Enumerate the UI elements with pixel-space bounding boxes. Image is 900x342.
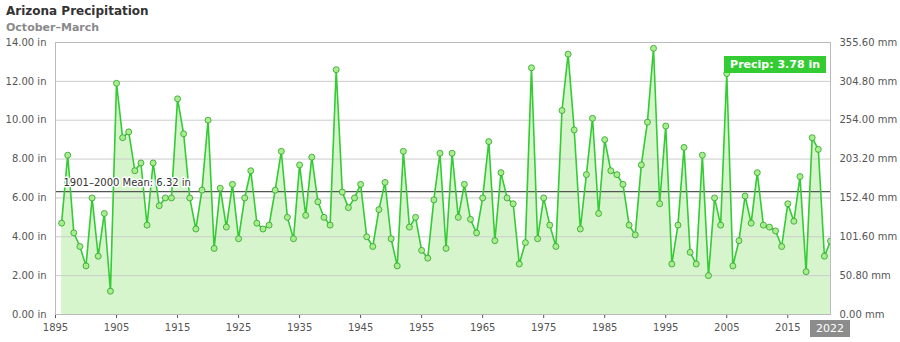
svg-text:2015: 2015: [775, 322, 800, 333]
svg-text:1895: 1895: [43, 322, 68, 333]
svg-text:1995: 1995: [653, 322, 678, 333]
svg-text:152.40 mm: 152.40 mm: [840, 192, 898, 203]
svg-text:1965: 1965: [470, 322, 495, 333]
svg-text:1925: 1925: [226, 322, 251, 333]
html-text:Arizona Precipitation: Arizona Precipitation: [6, 4, 149, 18]
svg-text:50.80 mm: 50.80 mm: [840, 270, 891, 281]
svg-text:12.00 in: 12.00 in: [6, 76, 47, 87]
svg-text:0.00 in: 0.00 in: [12, 309, 47, 320]
svg-text:355.60 mm: 355.60 mm: [840, 37, 898, 48]
svg-text:1935: 1935: [287, 322, 312, 333]
svg-text:2.00 in: 2.00 in: [12, 270, 47, 281]
svg-text:101.60 mm: 101.60 mm: [840, 231, 898, 242]
svg-text:8.00 in: 8.00 in: [12, 153, 47, 164]
svg-text:6.00 in: 6.00 in: [12, 192, 47, 203]
html-text:Precip: 3.78 in: Precip: 3.78 in: [730, 58, 820, 71]
svg-text:10.00 in: 10.00 in: [6, 114, 47, 125]
svg-text:14.00 in: 14.00 in: [6, 37, 47, 48]
svg-text:1905: 1905: [104, 322, 129, 333]
html-text:October–March: October–March: [6, 21, 100, 34]
svg-text:203.20 mm: 203.20 mm: [840, 153, 898, 164]
svg-text:4.00 in: 4.00 in: [12, 231, 47, 242]
svg-text:1901–2000 Mean: 6.32 in: 1901–2000 Mean: 6.32 in: [64, 177, 191, 188]
svg-text:1985: 1985: [592, 322, 617, 333]
svg-text:0.00 mm: 0.00 mm: [840, 309, 885, 320]
svg-text:1975: 1975: [531, 322, 556, 333]
svg-text:1915: 1915: [165, 322, 190, 333]
html-text:2022: 2022: [816, 322, 844, 335]
svg-text:1955: 1955: [409, 322, 434, 333]
svg-text:254.00 mm: 254.00 mm: [840, 114, 898, 125]
svg-text:2005: 2005: [714, 322, 739, 333]
svg-text:1945: 1945: [348, 322, 373, 333]
svg-text:304.80 mm: 304.80 mm: [840, 76, 898, 87]
